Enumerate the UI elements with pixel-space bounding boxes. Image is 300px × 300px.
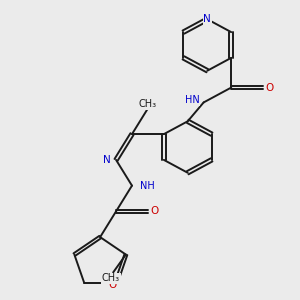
Text: CH₃: CH₃ (102, 273, 120, 284)
Text: O: O (109, 280, 117, 290)
Text: HN: HN (184, 95, 200, 106)
Text: CH₃: CH₃ (139, 99, 157, 110)
Text: NH: NH (140, 181, 155, 190)
Text: O: O (265, 82, 274, 93)
Text: O: O (150, 206, 158, 216)
Text: N: N (103, 155, 111, 165)
Text: N: N (203, 14, 211, 24)
